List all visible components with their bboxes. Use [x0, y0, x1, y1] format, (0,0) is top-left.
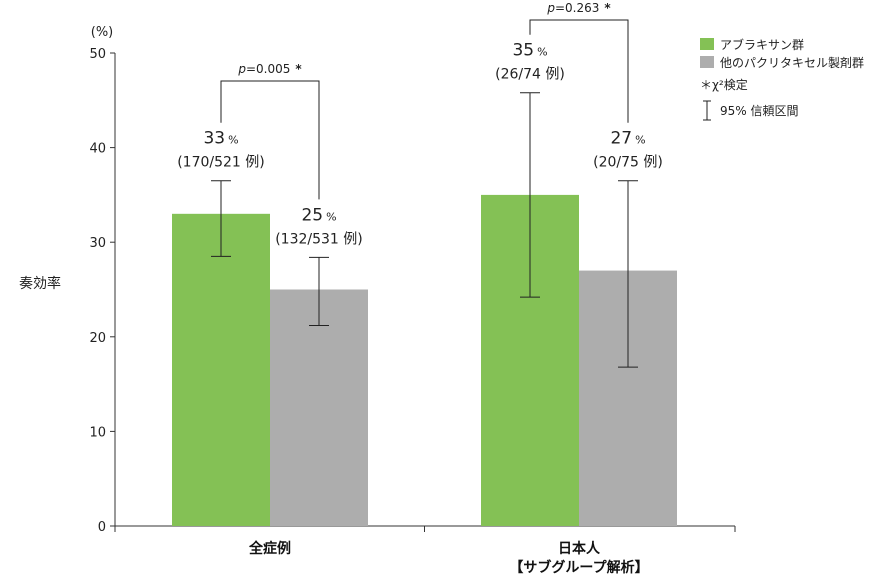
legend-label-abraxane: アブラキサン群 — [720, 37, 804, 52]
data-label-percent: 35% — [512, 41, 547, 61]
legend-swatch-other — [700, 56, 714, 68]
legend-swatch-abraxane — [700, 38, 714, 50]
data-label-count: (26/74 例) — [495, 67, 565, 83]
p-value-label: p=0.263 * — [546, 1, 611, 15]
data-label-count: (20/75 例) — [593, 155, 663, 171]
data-label-percent: 27% — [610, 129, 645, 149]
significance-bracket — [529, 19, 629, 123]
bar — [270, 289, 368, 526]
data-label-count: (132/531 例) — [275, 231, 363, 247]
y-tick-label: 40 — [89, 142, 106, 157]
legend: アブラキサン群 他のパクリタキセル製剤群 ＊χ²検定 95% 信頼区間 — [700, 37, 864, 121]
data-label-count: (170/521 例) — [177, 155, 265, 171]
legend-label-other: 他のパクリタキセル製剤群 — [720, 55, 864, 70]
y-tick-label: 20 — [89, 331, 106, 346]
legend-ci-note: 95% 信頼区間 — [720, 104, 799, 118]
annotations: 33 % (170/521 例) 35 % (26/74 例) 25 % (132/531 例)… — [177, 1, 663, 247]
significance-bracket — [220, 80, 320, 200]
x-category-label: 全症例 — [248, 540, 291, 557]
bar — [172, 213, 270, 526]
y-axis-label: 奏効率 — [19, 275, 61, 292]
p-value-label: p=0.005 * — [237, 62, 302, 76]
error-bars — [211, 92, 638, 368]
y-tick-label: 50 — [89, 47, 106, 62]
y-tick-label: 10 — [89, 425, 106, 440]
bars — [172, 194, 677, 526]
legend-ci-icon — [703, 100, 711, 121]
category-labels: 全症例 日本人【サブグループ解析】 — [248, 540, 649, 576]
data-label-percent: 25% — [301, 205, 336, 225]
legend-chi-square-note: ＊χ²検定 — [700, 77, 748, 92]
data-label-percent: 33% — [203, 129, 238, 149]
y-axis-unit: (%) — [91, 25, 114, 40]
y-tick-label: 30 — [89, 236, 106, 251]
x-category-label: 日本人 — [558, 540, 601, 557]
x-category-sublabel: 【サブグループ解析】 — [509, 559, 648, 576]
y-tick-label: 0 — [98, 520, 106, 535]
